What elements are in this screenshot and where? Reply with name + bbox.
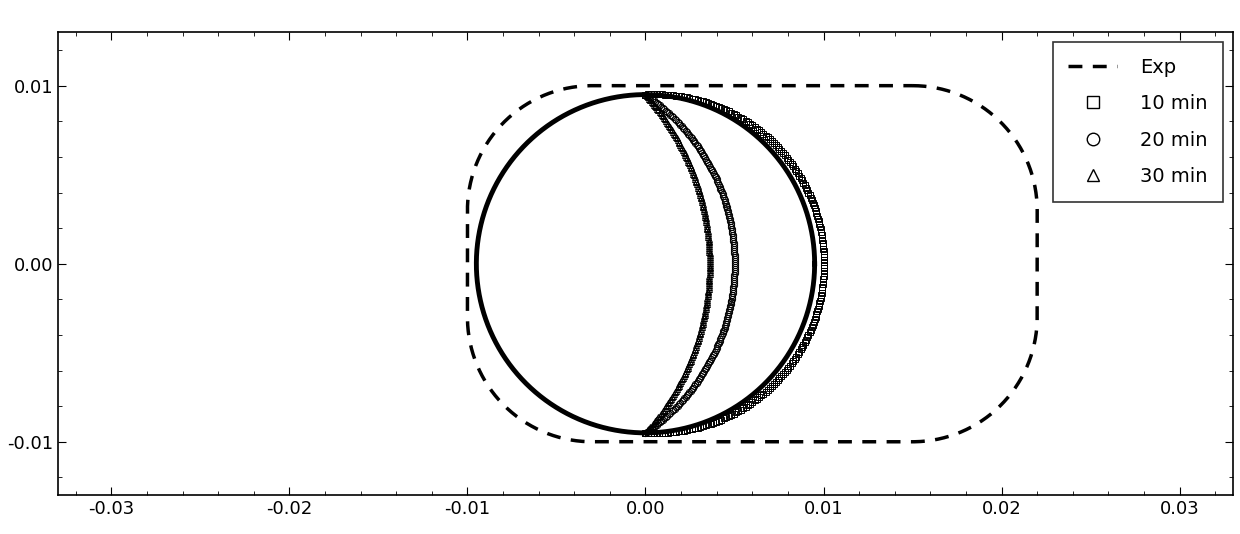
Legend: Exp, 10 min, 20 min, 30 min: Exp, 10 min, 20 min, 30 min xyxy=(1053,42,1224,202)
